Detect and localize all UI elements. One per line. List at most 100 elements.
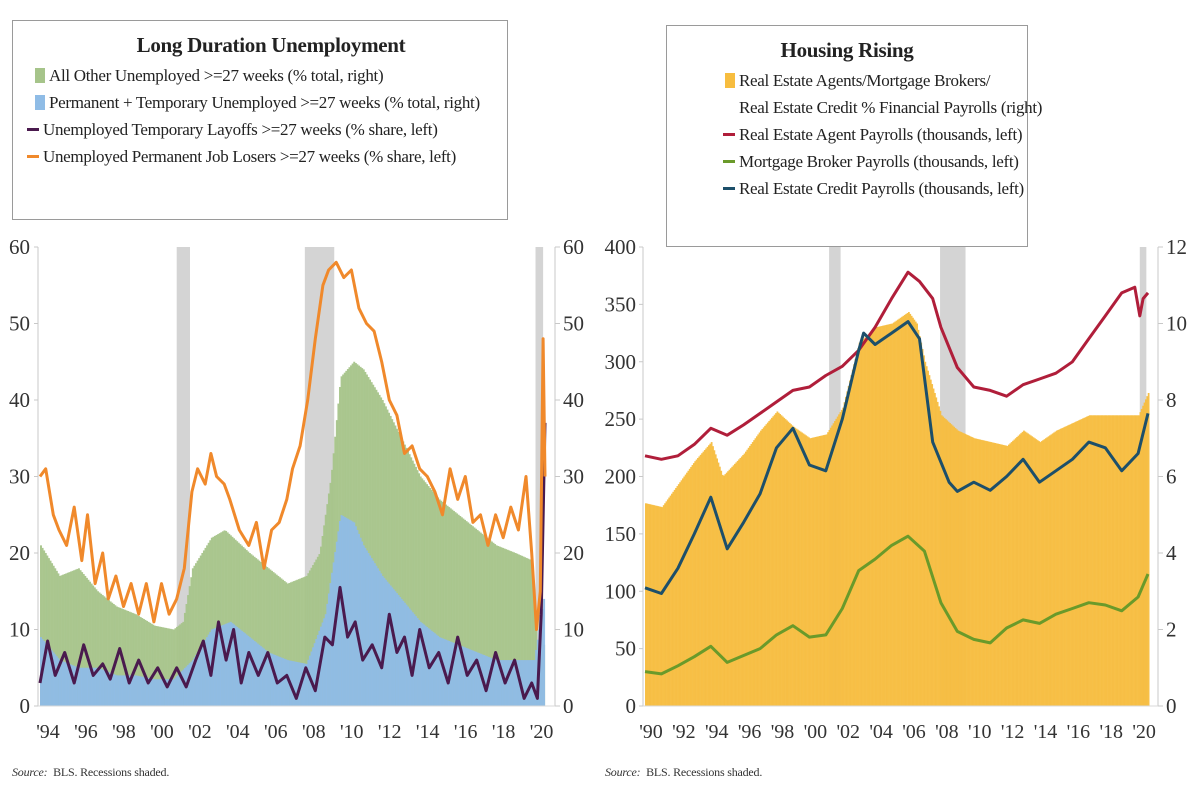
bar xyxy=(240,545,243,706)
bar xyxy=(269,569,272,706)
bar xyxy=(214,535,217,706)
bar xyxy=(897,319,899,706)
bar xyxy=(441,502,444,706)
bar xyxy=(71,665,74,706)
bar xyxy=(497,545,500,706)
bar xyxy=(163,679,166,706)
bar xyxy=(364,371,367,706)
bar xyxy=(446,640,449,706)
bar xyxy=(917,329,920,706)
bar xyxy=(43,550,46,706)
bar xyxy=(802,433,805,706)
bar xyxy=(218,626,221,706)
bar xyxy=(514,660,517,706)
bar xyxy=(478,531,481,706)
legend-item: Real Estate Credit Payrolls (thousands, … xyxy=(723,175,1027,202)
bar xyxy=(814,436,817,706)
bar xyxy=(416,470,419,706)
y-tick-label-left: 250 xyxy=(605,407,637,431)
bar xyxy=(236,626,239,706)
bar xyxy=(438,499,441,706)
bar xyxy=(462,646,465,706)
bar xyxy=(152,624,155,706)
bar xyxy=(41,547,44,706)
bar xyxy=(149,622,152,706)
bar xyxy=(403,444,406,706)
bar xyxy=(939,410,942,706)
bar xyxy=(691,465,694,706)
y-tick-label-left: 50 xyxy=(615,637,636,661)
bar xyxy=(1105,415,1108,706)
bar xyxy=(305,575,308,706)
bar xyxy=(699,454,702,706)
bar xyxy=(761,429,764,706)
bar xyxy=(272,572,275,706)
bar xyxy=(370,382,373,706)
bar xyxy=(820,435,823,706)
bar xyxy=(408,454,411,706)
source-note-left: Source: BLS. Recessions shaded. xyxy=(12,765,169,780)
bar xyxy=(228,533,231,706)
bar xyxy=(312,565,315,706)
bar xyxy=(1116,415,1118,706)
bar xyxy=(424,482,427,706)
bar xyxy=(193,565,196,706)
x-tick-label: '20 xyxy=(530,721,554,743)
bar xyxy=(1140,408,1143,706)
bar xyxy=(1005,445,1008,706)
bar xyxy=(1097,415,1099,706)
bar xyxy=(1046,437,1049,706)
bar xyxy=(432,491,435,706)
bar xyxy=(340,515,343,706)
bar xyxy=(457,644,460,706)
bar xyxy=(1110,415,1113,706)
bar xyxy=(1128,415,1131,706)
bar xyxy=(316,556,319,706)
legend-item: Unemployed Permanent Job Losers >=27 wee… xyxy=(27,143,507,170)
bar xyxy=(697,458,699,706)
bar xyxy=(953,426,955,706)
bar xyxy=(705,448,708,706)
bar xyxy=(220,532,223,706)
bar xyxy=(93,667,96,706)
y-tick-label-left: 350 xyxy=(605,292,637,316)
legend-label: Unemployed Temporary Layoffs >=27 weeks … xyxy=(43,120,438,139)
bar xyxy=(460,646,463,706)
bar xyxy=(1010,442,1013,706)
bar xyxy=(1035,439,1038,706)
bar xyxy=(850,375,853,706)
bar xyxy=(418,619,421,706)
bar xyxy=(966,435,969,706)
legend-label: Real Estate Agents/Mortgage Brokers/ xyxy=(739,71,991,90)
bar xyxy=(256,559,259,706)
bar xyxy=(413,463,416,706)
legend-item: Real Estate Agents/Mortgage Brokers/ xyxy=(725,67,1027,94)
bar xyxy=(753,440,755,706)
bar xyxy=(530,560,533,706)
bar xyxy=(467,522,470,706)
bar xyxy=(261,563,264,706)
bar xyxy=(46,644,49,706)
bar xyxy=(931,384,934,706)
bar xyxy=(100,593,103,706)
bar xyxy=(1127,415,1129,706)
bar xyxy=(459,516,462,706)
bar xyxy=(960,431,962,706)
x-tick-label: '04 xyxy=(226,721,250,743)
bar xyxy=(506,660,509,706)
bar xyxy=(746,449,749,706)
bar xyxy=(310,567,313,706)
bar xyxy=(214,628,217,706)
bar xyxy=(533,596,536,706)
bar xyxy=(223,530,226,706)
x-tick-label: '96 xyxy=(738,721,762,743)
bar xyxy=(649,504,651,706)
bar xyxy=(149,678,152,706)
bar xyxy=(806,436,809,706)
bar xyxy=(101,595,104,706)
bar xyxy=(441,638,444,706)
bar xyxy=(672,491,675,706)
x-tick-label: '90 xyxy=(639,721,663,743)
bar xyxy=(199,555,202,706)
bar xyxy=(522,556,525,706)
